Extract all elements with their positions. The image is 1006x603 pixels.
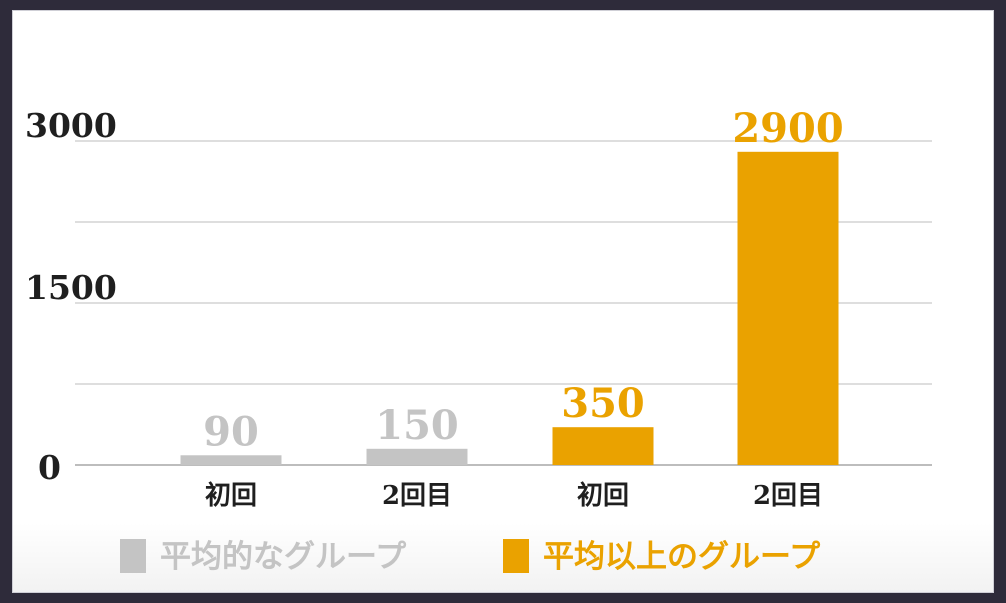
bar <box>552 427 654 465</box>
legend-label: 平均的なグループ <box>160 539 407 575</box>
x-tick-label: 2回目 <box>382 481 452 511</box>
legend-swatch <box>503 539 529 573</box>
y-tick-label: 1500 <box>25 268 117 307</box>
value-label: 150 <box>375 402 459 449</box>
y-tick-label: 0 <box>38 448 61 487</box>
x-tick-label: 初回 <box>205 481 257 511</box>
y-axis-ticks: 0 1500 3000 <box>25 106 117 487</box>
legend: 平均的なグループ 平均以上のグループ <box>120 539 821 575</box>
bar <box>366 448 468 465</box>
value-labels: 90 150 350 2900 <box>203 105 844 455</box>
bar <box>737 151 839 466</box>
value-label: 350 <box>561 380 645 427</box>
bar <box>180 455 282 465</box>
x-tick-label: 初回 <box>577 481 629 511</box>
legend-label: 平均以上のグループ <box>543 539 821 575</box>
value-label: 2900 <box>732 105 843 152</box>
value-label: 90 <box>203 408 259 455</box>
x-axis-ticks: 初回 2回目 初回 2回目 <box>205 481 823 511</box>
x-tick-label: 2回目 <box>753 481 823 511</box>
legend-swatch <box>120 539 146 573</box>
y-tick-label: 3000 <box>25 106 117 145</box>
bars <box>180 151 839 466</box>
